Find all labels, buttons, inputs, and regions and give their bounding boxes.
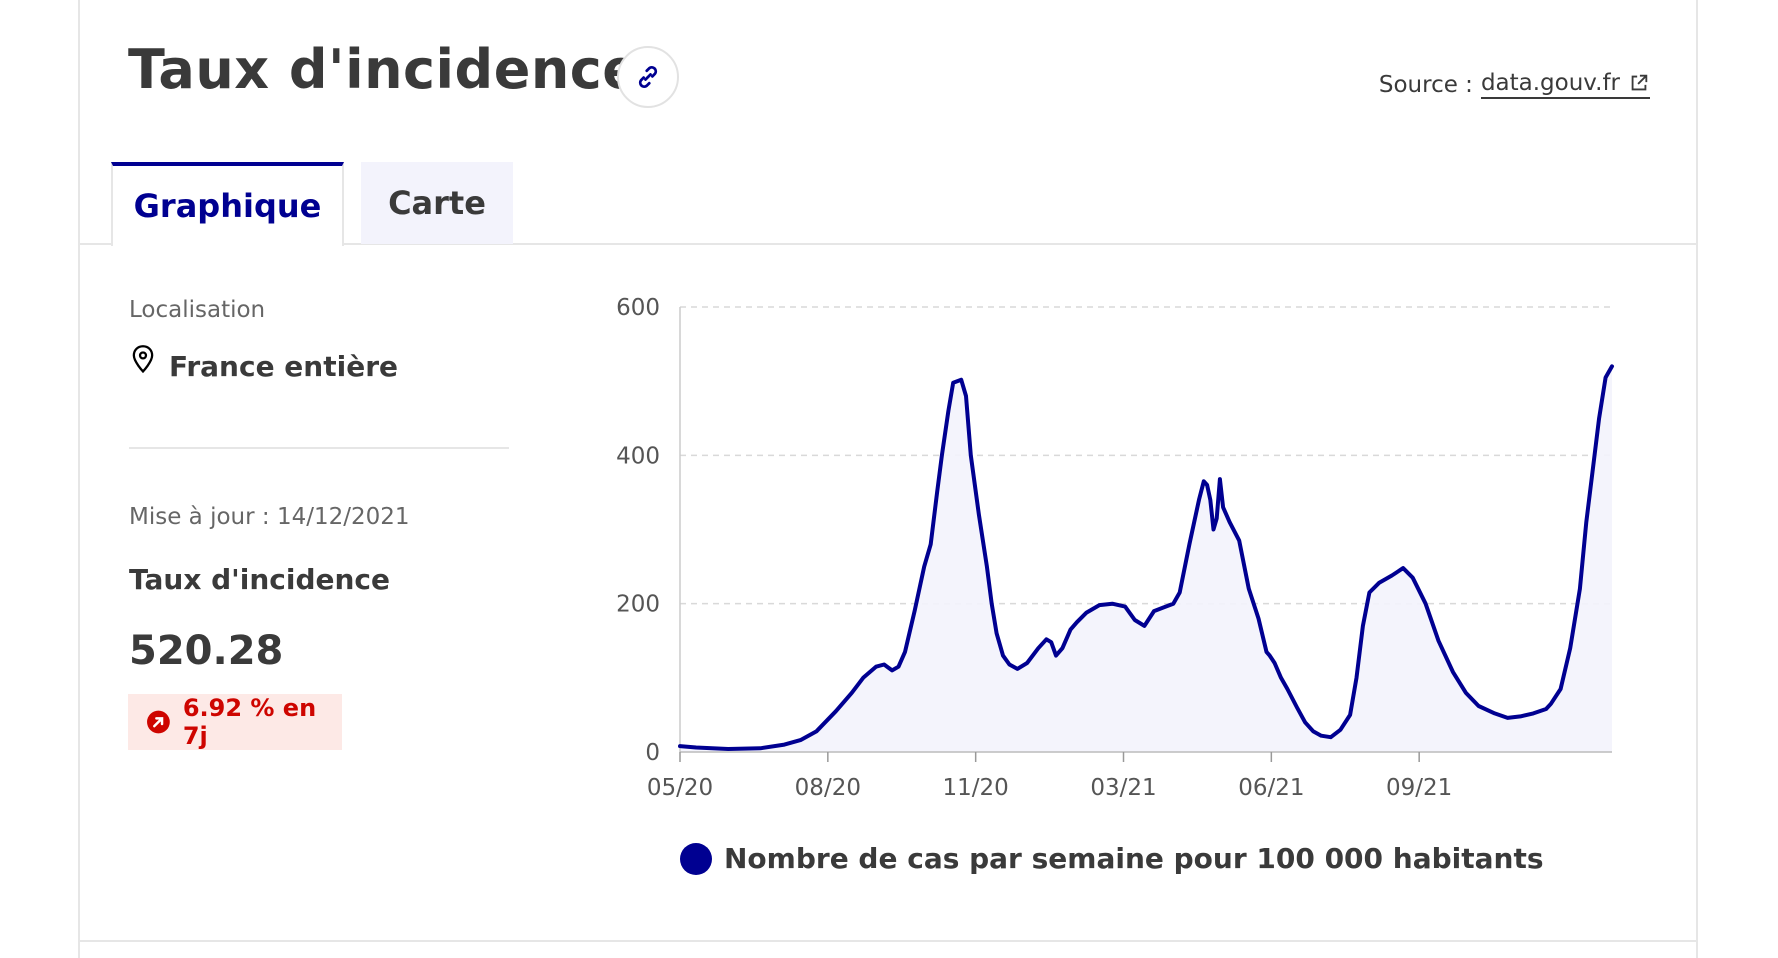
chart-series (678, 364, 1614, 751)
link-icon (638, 66, 658, 88)
location-value: France entière (129, 344, 399, 383)
tab-graphique-label: Graphique (133, 187, 322, 225)
trend-badge-text: 6.92 % en 7j (182, 694, 317, 750)
location-name: France entière (169, 350, 399, 383)
x-tick-label: 05/20 (647, 775, 713, 801)
copy-link-button[interactable] (617, 46, 679, 108)
x-tick-label: 09/21 (1386, 775, 1452, 801)
update-date: Mise à jour : 14/12/2021 (129, 504, 410, 530)
chart-axes (679, 307, 1612, 762)
map-pin-icon (132, 344, 154, 373)
y-tick-label: 400 (616, 443, 660, 469)
chart-tick-labels: 0 200 400 600 05/20 08/20 11/20 03/21 06/21 09/21 (616, 295, 1452, 801)
page-title: Taux d'incidence (128, 38, 640, 101)
x-tick-label: 06/21 (1238, 775, 1304, 801)
tab-carte-label: Carte (388, 184, 486, 222)
indicator-card (78, 0, 1698, 958)
source: Source : data.gouv.fr (1379, 70, 1650, 99)
x-tick-label: 11/20 (943, 775, 1009, 801)
card-bottom-divider (78, 940, 1698, 942)
external-link-icon (1631, 74, 1648, 91)
y-tick-label: 0 (645, 740, 660, 766)
y-tick-label: 200 (616, 592, 660, 618)
tabs-divider (78, 243, 1698, 245)
indicator-value: 520.28 (129, 628, 284, 674)
source-link[interactable]: data.gouv.fr (1480, 70, 1650, 99)
location-label: Localisation (129, 297, 266, 323)
arrow-up-right-icon (147, 710, 170, 734)
chart-legend: Nombre de cas par semaine pour 100 000 h… (680, 842, 1544, 875)
tab-carte[interactable]: Carte (361, 162, 513, 244)
trend-badge: 6.92 % en 7j (128, 694, 342, 750)
legend-swatch (680, 842, 712, 875)
source-link-text: data.gouv.fr (1480, 70, 1620, 96)
tab-graphique[interactable]: Graphique (111, 162, 344, 246)
x-tick-label: 08/20 (795, 775, 861, 801)
y-tick-label: 600 (616, 295, 660, 321)
sidebar-divider (129, 447, 509, 449)
indicator-label: Taux d'incidence (129, 563, 391, 596)
source-label: Source : (1378, 71, 1473, 98)
chart-grid (680, 306, 1612, 605)
x-tick-label: 03/21 (1090, 775, 1156, 801)
legend-label: Nombre de cas par semaine pour 100 000 h… (724, 842, 1544, 875)
series-line-0 (678, 364, 1614, 751)
chart-area (680, 366, 1612, 752)
series-area-0 (680, 366, 1612, 752)
